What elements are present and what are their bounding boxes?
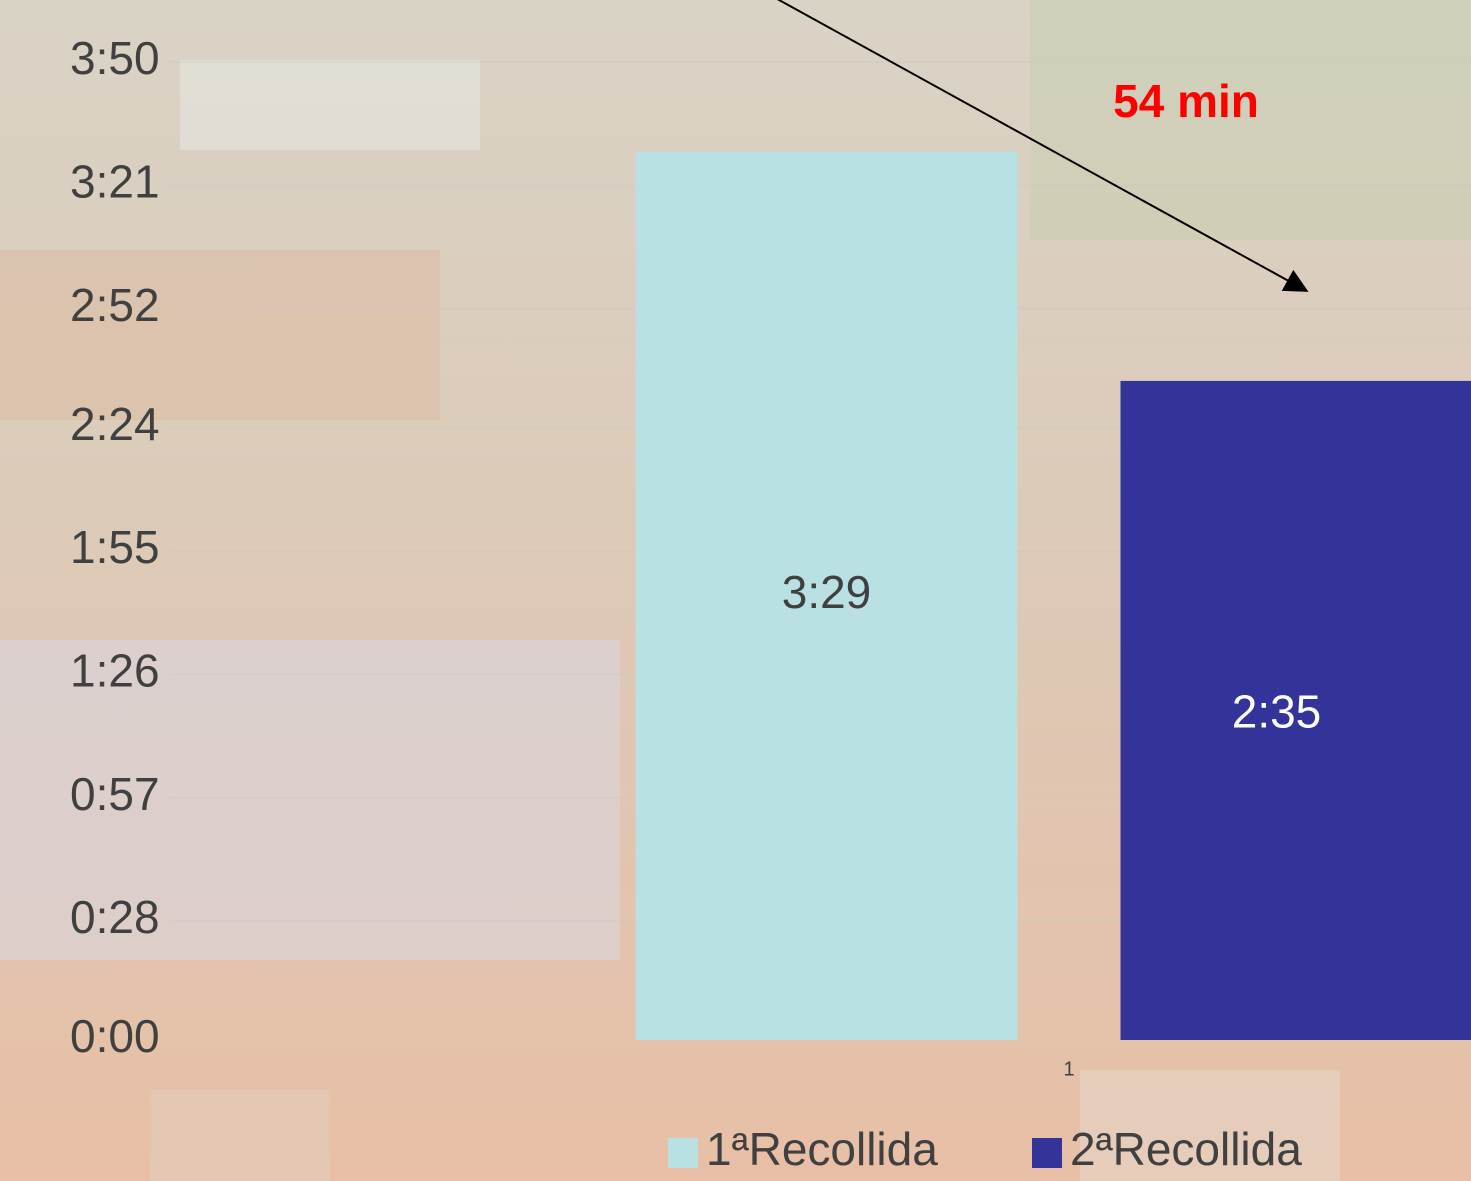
y-tick-label: 2:52 <box>70 279 160 331</box>
x-tick-label: 1 <box>1063 1058 1074 1080</box>
y-tick-label: 0:00 <box>70 1010 160 1062</box>
y-tick-label: 3:21 <box>70 155 160 207</box>
annotation-arrow <box>776 0 1309 292</box>
legend-swatch <box>668 1138 698 1168</box>
y-tick-label: 1:26 <box>70 644 160 696</box>
bar <box>1120 380 1471 1040</box>
data-label: 3:29 <box>782 566 872 618</box>
legend-swatch <box>1032 1138 1062 1168</box>
y-tick-label: 0:28 <box>70 891 160 943</box>
legend-label: 1ªRecollida <box>706 1123 938 1175</box>
y-tick-label: 1:55 <box>70 521 160 573</box>
annotation: 54 min <box>1113 75 1259 127</box>
y-tick-label: 0:57 <box>70 768 160 820</box>
y-tick-label: 2:24 <box>70 398 160 450</box>
y-tick-label: 3:50 <box>70 32 160 84</box>
data-label: 2:35 <box>1232 686 1322 738</box>
legend-label: 2ªRecollida <box>1070 1123 1302 1175</box>
bar <box>635 151 1018 1040</box>
